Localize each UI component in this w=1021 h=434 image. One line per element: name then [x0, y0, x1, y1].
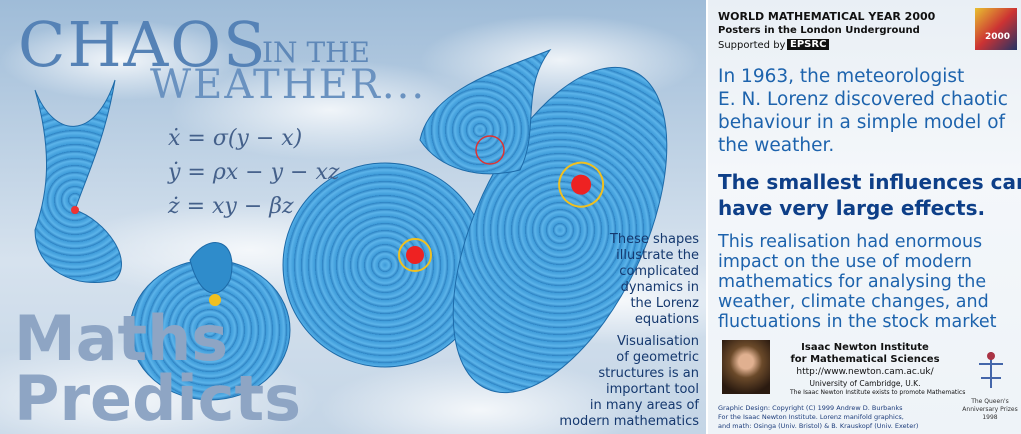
paragraph-line: the weather. [718, 135, 835, 156]
newton-portrait [722, 340, 770, 394]
prize-line: 1998 [982, 414, 998, 421]
paragraph-line: This realisation had enormous [718, 232, 983, 252]
caption-line: the Lorenz [630, 296, 699, 311]
caption-line: modern mathematics [559, 414, 699, 429]
supported-by: Supported by [718, 40, 786, 51]
paragraph-line: mathematics for analysing the [718, 272, 987, 292]
institute-line: Isaac Newton Institute [801, 342, 929, 353]
slogan: Predicts [14, 362, 301, 434]
caption-line: of geometric [616, 350, 699, 365]
equation: ẋ = σ(y − x) [168, 126, 303, 151]
caption-line: Visualisation [616, 334, 699, 349]
shape-small [34, 79, 122, 284]
prize-emblem [979, 352, 1003, 388]
paragraph-line: behaviour in a simple model of [718, 112, 1006, 133]
logo-text: 2000 [985, 32, 1011, 42]
paragraph-line: In 1963, the meteorologist [718, 66, 965, 87]
credit-line: and math: Osinga (Univ. Bristol) & B. Kr… [718, 422, 919, 430]
equation: ż = xy − βz [168, 194, 294, 219]
header-line: Posters in the London Underground [718, 25, 920, 36]
caption-line: illustrate the [616, 248, 699, 263]
caption-line: important tool [606, 382, 699, 397]
institute-line: for Mathematical Sciences [790, 354, 940, 365]
paragraph-line: weather, climate changes, and [718, 292, 989, 312]
shape-disk-3 [452, 66, 668, 394]
caption-line: in many areas of [589, 398, 699, 413]
caption-shapes: These shapes illustrate the complicated … [610, 232, 699, 328]
paragraph-line: The smallest influences can [718, 170, 1021, 194]
title-word: CHAOS [18, 8, 268, 81]
title-second: WEATHER... [150, 62, 427, 108]
sponsor: EPSRC [787, 39, 830, 50]
institute-line: http://www.newton.cam.ac.uk/ [796, 367, 934, 377]
credit-line: Graphic Design: Copyright (C) 1999 Andre… [718, 404, 903, 412]
caption-line: equations [634, 312, 699, 327]
institute-line: The Isaac Newton Institute exists to pro… [790, 389, 966, 396]
shape-disk-1 [129, 242, 291, 401]
institute-line: University of Cambridge, U.K. [809, 379, 921, 388]
paragraph-line: E. N. Lorenz discovered chaotic [718, 89, 1008, 110]
shape-wing [419, 48, 552, 175]
title-small: IN THE [262, 36, 370, 69]
caption-line: These shapes [609, 232, 699, 247]
caption-line: dynamics in [620, 280, 699, 295]
header-line: WORLD MATHEMATICAL YEAR 2000 [718, 10, 936, 23]
slogan: Maths [14, 302, 229, 375]
paragraph-line: impact on the use of modern [718, 252, 973, 272]
lorenz-shapes [34, 48, 668, 401]
caption-visual: Visualisation of geometric structures is… [559, 334, 699, 430]
prize-line: Anniversary Prizes [962, 406, 1018, 413]
credit-line: For the Isaac Newton Institute. Lorenz m… [718, 413, 904, 421]
wmy-logo: 2000 [975, 8, 1017, 50]
paragraph-line: have very large effects. [718, 196, 986, 220]
prize-line: The Queen's [971, 398, 1009, 405]
equation: ẏ = ρx − y − xz [168, 160, 340, 185]
shape-disk-2 [282, 162, 488, 368]
caption-line: complicated [619, 264, 699, 279]
caption-line: structures is an [598, 366, 699, 381]
paragraph-line: fluctuations in the stock market [718, 312, 997, 332]
